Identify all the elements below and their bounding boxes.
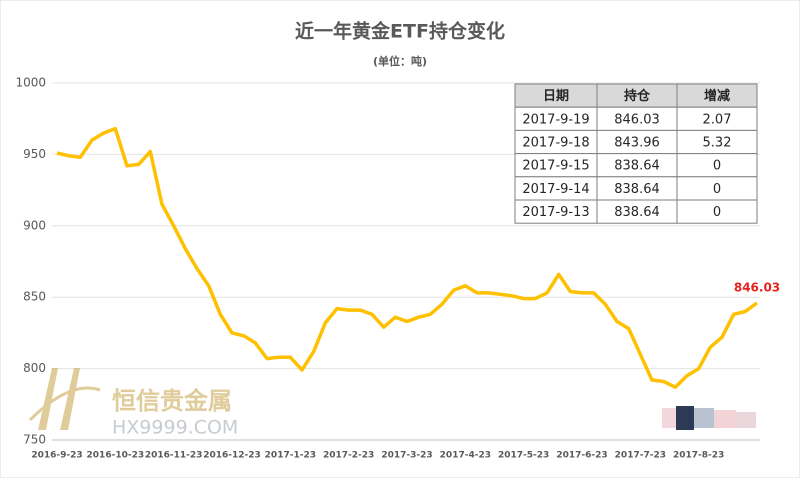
table-text: 843.96 <box>614 136 660 151</box>
y-tick-label: 850 <box>23 290 46 304</box>
table-cell <box>676 199 758 224</box>
x-tick-label: 2017-2-23 <box>323 451 374 461</box>
watermark: 恒信贵金属 HX9999.COM <box>28 368 238 439</box>
table-text: 846.03 <box>614 112 660 127</box>
table-text: 838.64 <box>614 159 660 174</box>
blur-block <box>736 412 756 428</box>
x-tick-label: 2017-4-23 <box>440 451 491 461</box>
y-tick-label: 1000 <box>15 76 46 90</box>
x-tick-label: 2017-1-23 <box>265 451 316 461</box>
table-text: 838.64 <box>614 205 660 220</box>
blur-block <box>676 406 694 430</box>
table-text: 838.64 <box>614 182 660 197</box>
table-header: 持仓 <box>624 88 651 104</box>
table-text: 0 <box>713 205 721 220</box>
x-tick-label: 2017-3-23 <box>381 451 432 461</box>
chart-title: 近一年黄金ETF持仓变化 <box>295 20 505 43</box>
y-tick-label: 800 <box>23 361 46 375</box>
x-tick-label: 2016-12-23 <box>203 451 261 461</box>
x-tick-label: 2017-8-23 <box>673 451 724 461</box>
table-text: 5.32 <box>703 136 732 151</box>
data-label: 846.03 <box>734 280 780 294</box>
y-tick-label: 750 <box>23 433 46 447</box>
x-tick-label: 2016-10-23 <box>87 451 145 461</box>
table-text: 2017-9-19 <box>522 112 589 127</box>
plot: 846.03 <box>56 126 780 389</box>
blur-block <box>694 408 714 428</box>
table-header: 增减 <box>704 88 730 104</box>
logo-swoosh <box>28 386 101 422</box>
y-tick-label: 900 <box>23 218 46 232</box>
x-tick-label: 2016-9-23 <box>31 451 82 461</box>
table-text: 0 <box>713 182 721 197</box>
blur-block <box>662 408 676 428</box>
table: 日期 持仓 增减 2017-9-19 846.03 2.07 2017-9-18 843.96… <box>514 83 758 224</box>
table-header: 日期 <box>543 89 569 104</box>
x-tick-label: 2017-7-23 <box>615 451 666 461</box>
x-tick-label: 2017-5-23 <box>498 451 549 461</box>
chart-subtitle: (单位：吨) <box>373 54 427 68</box>
x-tick-label: 2017-6-23 <box>556 451 607 461</box>
watermark-site: HX9999.COM <box>112 417 238 439</box>
y-tick-label: 950 <box>23 147 46 161</box>
table-text: 2.07 <box>703 112 732 127</box>
table-text: 2017-9-14 <box>522 182 589 197</box>
watermark-brand: 恒信贵金属 <box>112 387 232 415</box>
x-tick-label: 2016-11-23 <box>145 451 203 461</box>
blur-patch <box>662 406 756 430</box>
table-text: 2017-9-15 <box>522 159 589 174</box>
table-text: 0 <box>713 159 721 174</box>
table-text: 2017-9-13 <box>522 205 589 220</box>
table-text: 2017-9-18 <box>522 136 589 151</box>
blur-block <box>714 410 736 428</box>
data-line <box>56 126 759 389</box>
logo-shape <box>38 368 80 430</box>
